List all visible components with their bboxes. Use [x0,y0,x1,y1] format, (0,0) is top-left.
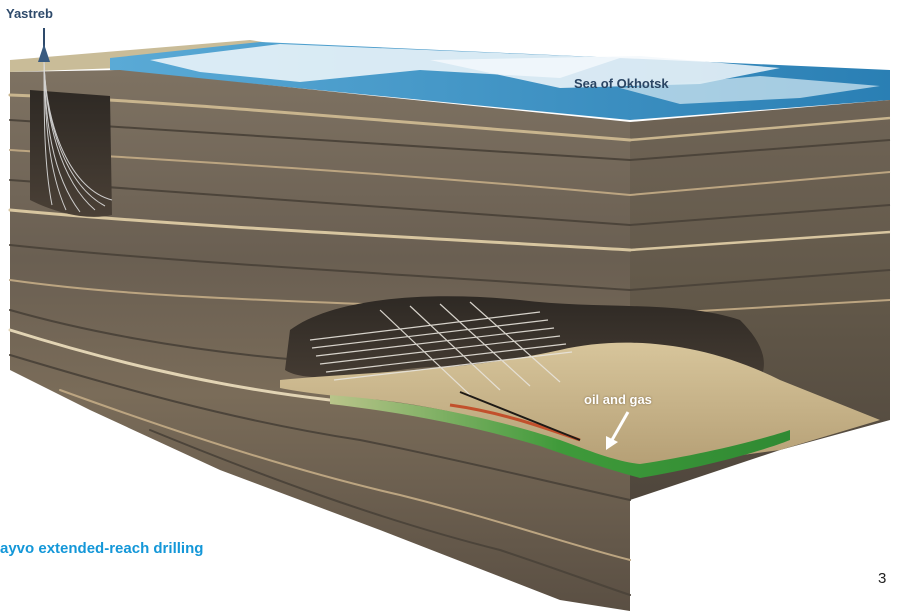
reservoir-label: oil and gas [584,392,652,407]
drilling-rig-icon [38,28,50,62]
reservoir-floor [280,342,880,470]
rig-label: Yastreb [6,6,53,21]
well-paths [43,61,113,213]
sea-ice [620,76,880,104]
oil-gas-layer [330,395,790,478]
side-strata-lines [629,116,891,316]
sea-label: Sea of Okhotsk [574,76,669,91]
figure-caption: ayvo extended-reach drilling [0,540,204,557]
extended-reach-wells [309,301,573,396]
arrow-down-left-icon [606,411,630,450]
producing-well [459,391,581,441]
page-number: 3 [878,570,887,587]
sea-ice [430,56,780,88]
